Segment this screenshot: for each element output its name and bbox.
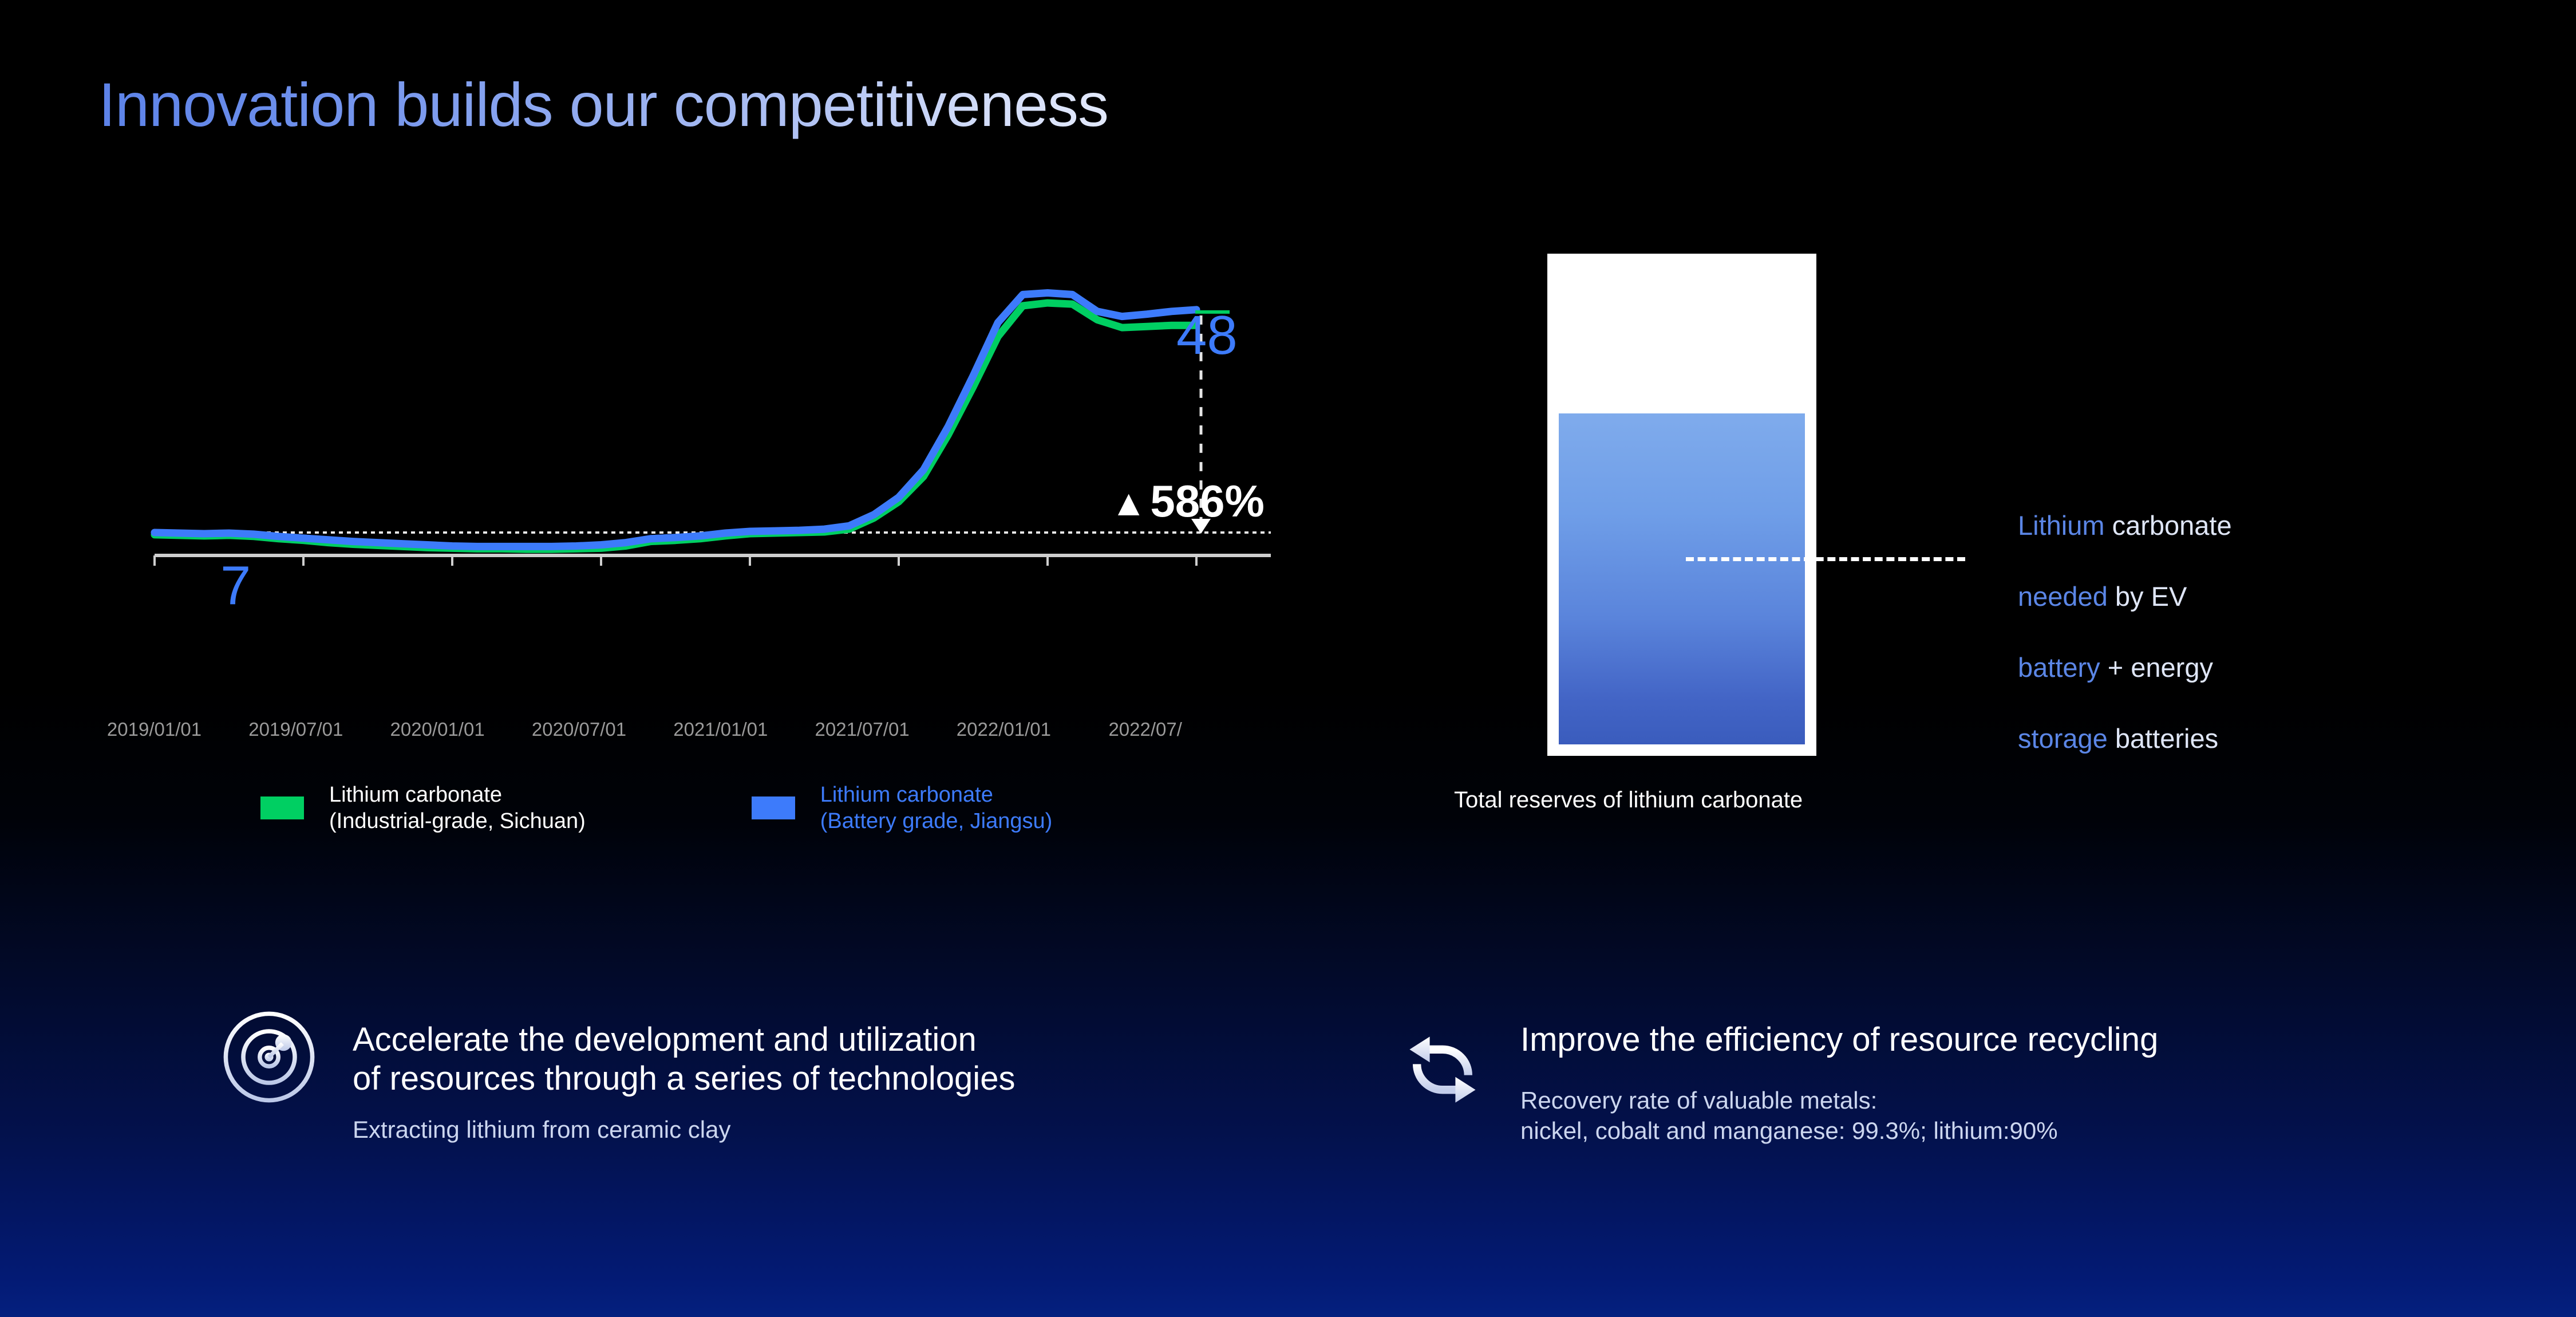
reserves-annotation-line-1: Lithium carbonate <box>2018 510 2232 541</box>
feature-subtitle: Recovery rate of valuable metals: nickel… <box>1520 1087 2058 1144</box>
chart-legend: Lithium carbonate (Industrial-grade, Sic… <box>260 782 1052 835</box>
chart-end-value: 48 <box>1176 305 1238 366</box>
legend-item[interactable]: Lithium carbonate (Battery grade, Jiangs… <box>751 782 1053 835</box>
feature-block-resource-development: Accelerate the development and utilizati… <box>218 1011 1016 1145</box>
reserves-annotation-line-4: storage batteries <box>2018 723 2219 754</box>
feature-title: Improve the efficiency of resource recyc… <box>1520 1021 2159 1058</box>
x-axis-tick-label: 2021/07/01 <box>815 719 910 740</box>
triangle-up-icon: ▲ <box>1111 482 1147 523</box>
x-axis-tick-label: 2021/01/01 <box>673 719 768 740</box>
chart-start-value: 7 <box>220 555 251 616</box>
x-axis-tick-label: 2019/07/01 <box>248 719 343 740</box>
page-title: Innovation builds our competitiveness <box>98 70 1109 139</box>
reserves-caption: Total reserves of lithium carbonate <box>1454 787 1803 813</box>
recycle-arrows-icon <box>1397 1024 1488 1115</box>
x-axis-ticks <box>153 555 1198 566</box>
reserves-annotation-line-3: battery + energy <box>2018 652 2213 683</box>
legend-label: Lithium carbonate (Battery grade, Jiangs… <box>820 783 1053 834</box>
feature-title: Accelerate the development and utilizati… <box>353 1021 1016 1098</box>
legend-label: Lithium carbonate (Industrial-grade, Sic… <box>329 783 586 834</box>
radar-target-icon <box>218 1006 321 1109</box>
legend-swatch <box>260 796 304 820</box>
x-axis-tick-label: 2022/01/01 <box>956 719 1051 740</box>
x-axis-tick-label: 2020/01/01 <box>390 719 485 740</box>
price-line-chart <box>149 269 1322 590</box>
reserves-bar-fill <box>1559 413 1805 744</box>
chart-svg <box>151 289 1271 566</box>
percent-change-badge: ▲ 586% <box>1111 475 1265 527</box>
x-axis-tick-label: 2020/07/01 <box>531 719 627 740</box>
reserves-leader-dashed-line <box>1686 557 1965 561</box>
legend-swatch <box>751 796 795 820</box>
reserves-annotation: Lithium carbonate needed by EV battery +… <box>2018 472 2384 792</box>
reserves-bar-container <box>1547 254 1816 756</box>
delta-measure-arrowhead <box>1191 519 1211 534</box>
line-series-battery <box>151 289 1200 550</box>
x-axis-tick-label: 2022/07/ <box>1108 719 1182 740</box>
legend-item[interactable]: Lithium carbonate (Industrial-grade, Sic… <box>260 782 586 835</box>
feature-subtitle: Extracting lithium from ceramic clay <box>353 1115 731 1143</box>
feature-block-resource-recycling: Improve the efficiency of resource recyc… <box>1397 1014 2158 1146</box>
x-axis-tick-labels: 2019/01/01 2019/07/01 2020/01/01 2020/07/01… <box>107 719 1265 747</box>
reserves-annotation-line-2: needed by EV <box>2018 581 2187 612</box>
x-axis-tick-label: 2019/01/01 <box>106 719 202 740</box>
percent-change-value: 586% <box>1150 476 1265 526</box>
line-series-industrial <box>151 299 1200 553</box>
